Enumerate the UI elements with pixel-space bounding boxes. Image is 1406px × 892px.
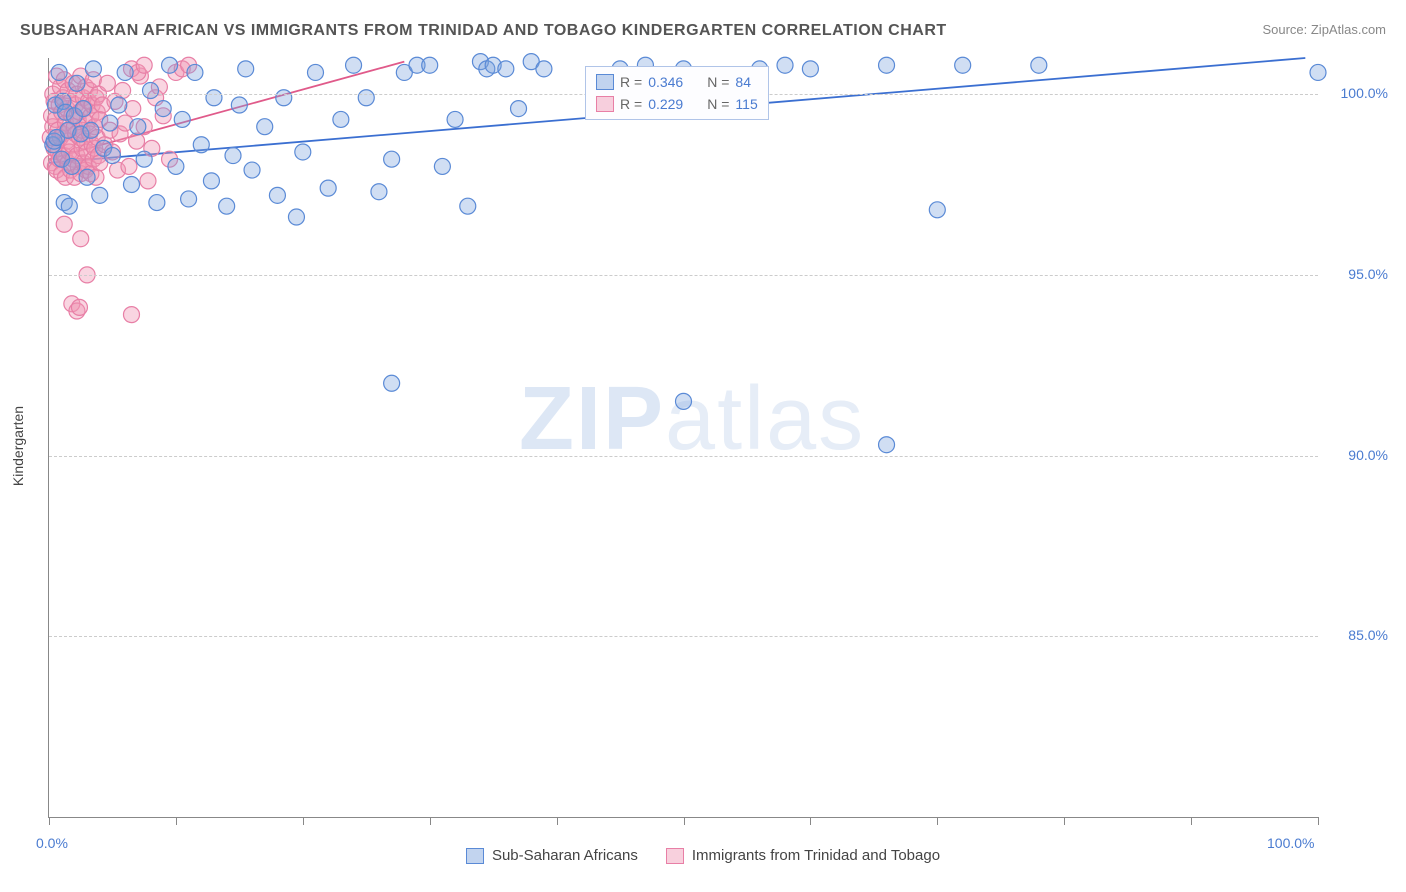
y-tick-label: 95.0%	[1348, 266, 1388, 282]
x-tick-label: 0.0%	[36, 835, 68, 851]
chart-title: SUBSAHARAN AFRICAN VS IMMIGRANTS FROM TR…	[20, 22, 947, 40]
swatch-icon	[596, 96, 614, 112]
y-tick-label: 90.0%	[1348, 447, 1388, 463]
plot-area: ZIPatlas	[48, 58, 1318, 818]
r-value: 0.346	[648, 74, 683, 90]
swatch-icon	[666, 848, 684, 864]
n-label: N =	[707, 96, 729, 112]
y-tick-label: 85.0%	[1348, 627, 1388, 643]
r-label: R =	[620, 74, 642, 90]
legend-item: Immigrants from Trinidad and Tobago	[666, 847, 940, 864]
stat-legend-row: R = 0.229 N = 115	[596, 93, 758, 115]
stat-legend-row: R = 0.346 N = 84	[596, 71, 758, 93]
n-value: 84	[735, 74, 751, 90]
r-value: 0.229	[648, 96, 683, 112]
n-value: 115	[735, 96, 757, 112]
swatch-icon	[466, 848, 484, 864]
legend-label: Sub-Saharan Africans	[492, 847, 638, 864]
bottom-legend: Sub-Saharan Africans Immigrants from Tri…	[0, 847, 1406, 864]
legend-item: Sub-Saharan Africans	[466, 847, 638, 864]
stat-legend: R = 0.346 N = 84 R = 0.229 N = 115	[585, 66, 769, 120]
x-tick-label: 100.0%	[1267, 835, 1314, 851]
y-tick-label: 100.0%	[1341, 85, 1388, 101]
y-axis-label: Kindergarten	[10, 406, 26, 486]
r-label: R =	[620, 96, 642, 112]
legend-label: Immigrants from Trinidad and Tobago	[692, 847, 940, 864]
n-label: N =	[707, 74, 729, 90]
source-label: Source: ZipAtlas.com	[1262, 22, 1386, 37]
swatch-icon	[596, 74, 614, 90]
chart-svg	[49, 58, 1318, 817]
